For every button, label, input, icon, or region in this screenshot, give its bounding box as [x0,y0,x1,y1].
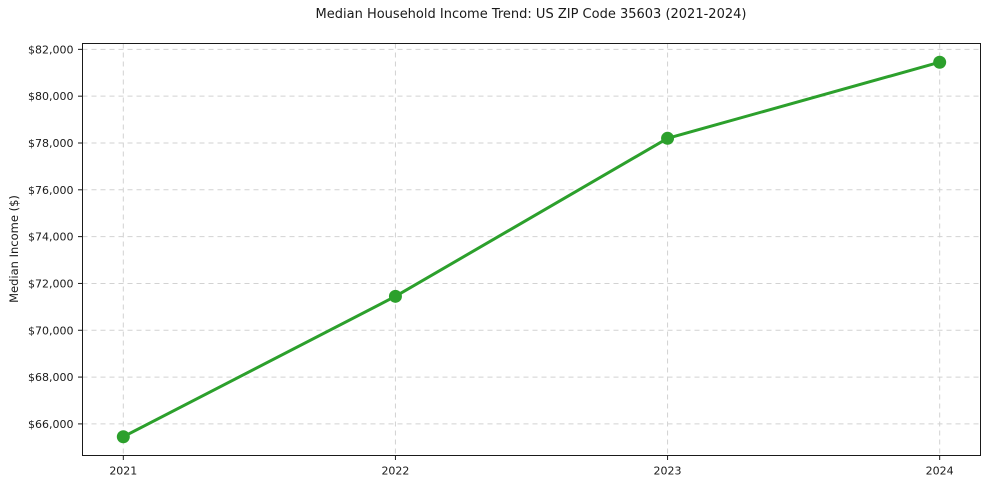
y-tick-label: $76,000 [28,184,74,197]
y-tick-label: $66,000 [28,418,74,431]
x-tick-label: 2023 [654,465,682,478]
y-tick-label: $68,000 [28,371,74,384]
chart-title: Median Household Income Trend: US ZIP Co… [315,7,747,22]
data-point-marker [388,289,402,303]
y-tick-label: $82,000 [28,43,74,56]
y-tick-label: $72,000 [28,277,74,290]
data-point-marker [661,131,675,145]
y-tick-label: $74,000 [28,231,74,244]
x-tick-label: 2022 [381,465,409,478]
plot-border [82,43,981,456]
x-tick-label: 2024 [926,465,954,478]
y-tick-label: $70,000 [28,324,74,337]
income-trend-line [121,60,942,439]
data-point-marker [933,55,947,69]
y-tick-label: $80,000 [28,90,74,103]
y-tick-label: $78,000 [28,137,74,150]
x-tick-label: 2021 [109,465,137,478]
data-point-marker [116,430,130,444]
